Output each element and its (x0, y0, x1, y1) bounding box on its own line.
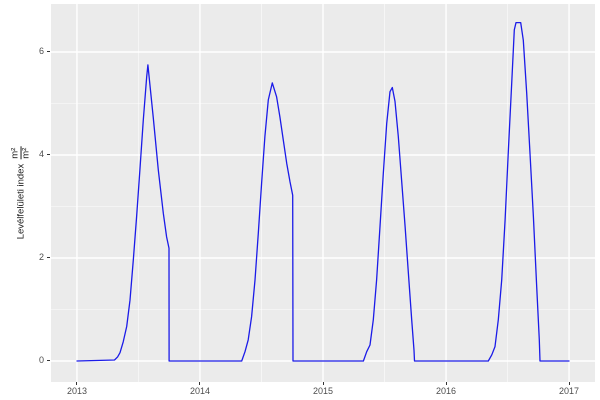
lai-series-line (76, 21, 570, 362)
y-axis-tick-label: 0 (38, 355, 44, 366)
x-axis-tick-label: 2014 (189, 386, 210, 396)
y-axis-title: Levélfelületi index m² m² (10, 146, 32, 240)
x-axis-tick (199, 382, 201, 385)
x-axis-tick-label: 2016 (436, 386, 457, 396)
x-axis-tick (322, 382, 324, 385)
y-axis-tick-label: 2 (38, 252, 44, 263)
y-axis-title-text: Levélfelületi index (15, 163, 27, 240)
x-axis-tick-label: 2013 (66, 386, 87, 396)
x-axis-tick-label: 2015 (312, 386, 334, 396)
x-axis-tick (76, 382, 78, 385)
x-axis-tick (445, 382, 447, 385)
x-axis-tick (568, 382, 570, 385)
y-axis-tick (47, 257, 50, 259)
y-axis-tick (47, 360, 50, 362)
x-axis-tick-label: 2017 (559, 386, 580, 396)
y-axis-tick-label: 4 (38, 149, 44, 160)
y-axis-tick-label: 6 (38, 46, 44, 57)
y-axis-tick (47, 154, 50, 156)
plot-panel (51, 4, 595, 382)
y-axis-tick (47, 51, 50, 53)
plot-canvas (51, 4, 595, 382)
